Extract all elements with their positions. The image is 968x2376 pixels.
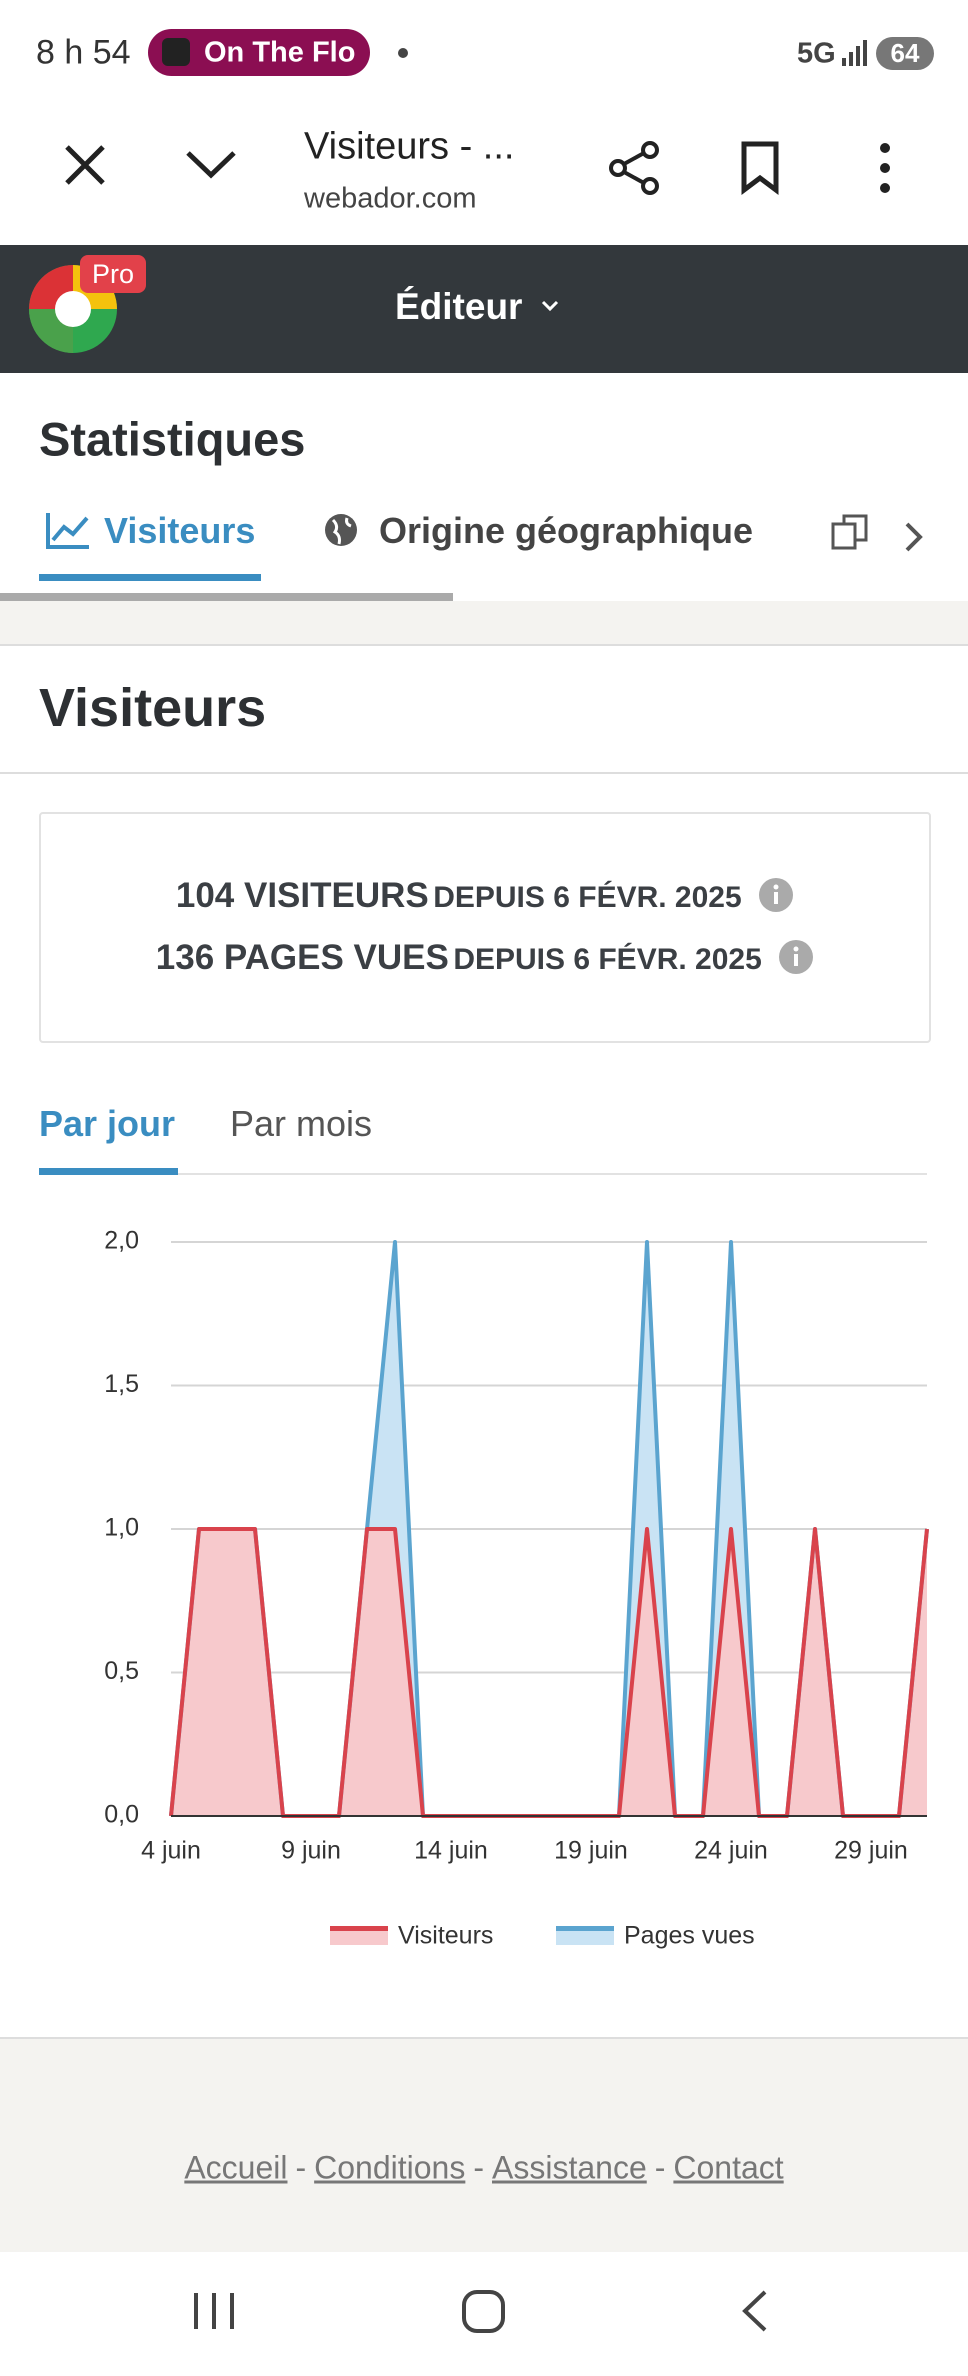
editor-header: Pro Éditeur [0, 245, 968, 373]
footer-separator: - [473, 2149, 484, 2186]
chart: 0,0 0,5 1,0 1,5 2,0 4 juin 9 juin 14 juin 19 jui… [104, 1227, 929, 1950]
globe-icon [325, 514, 357, 546]
menu-button[interactable] [870, 140, 900, 196]
summary-line: 104 VISITEURS DEPUIS 6 FÉVR. 2025 [41, 876, 929, 916]
info-icon[interactable] [758, 877, 794, 913]
summary-since: DEPUIS 6 FÉVR. 2025 [433, 881, 742, 914]
x-tick-label: 29 juin [834, 1837, 908, 1865]
page-title: Visiteurs - ... [304, 125, 515, 168]
footer-link[interactable]: Contact [673, 2149, 784, 2186]
summary-count: 104 VISITEURS [175, 876, 429, 915]
clock: 8 h 54 [36, 33, 131, 72]
period-tab[interactable]: Par jour [39, 1103, 176, 1144]
legend-swatch-line [330, 1926, 388, 1931]
back[interactable] [742, 2290, 767, 2332]
legend-swatch-line [556, 1926, 614, 1931]
media-icon [162, 38, 190, 66]
divider [0, 772, 968, 774]
y-tick-label: 0,5 [104, 1657, 139, 1685]
battery: 64 [876, 37, 934, 70]
signal-icon [842, 40, 867, 66]
footer-links: Accueil - Conditions - Assistance - Contact [0, 2150, 968, 2187]
editor-chevron [541, 300, 559, 312]
editor-menu[interactable]: Éditeur [395, 286, 523, 327]
legend-label: Visiteurs [398, 1922, 493, 1950]
footer-link[interactable]: Accueil [184, 2149, 288, 2186]
footer-link[interactable]: Conditions [314, 2149, 466, 2186]
footer-separator: - [295, 2149, 307, 2186]
legend-label: Pages vues [624, 1922, 755, 1950]
tab[interactable]: Visiteurs [104, 510, 256, 551]
tab-underline [39, 574, 261, 581]
media-pill[interactable]: On The Flo [148, 29, 370, 76]
footer-separator: - [654, 2149, 666, 2186]
y-tick-label: 1,0 [104, 1514, 139, 1542]
y-tick-label: 1,5 [104, 1370, 139, 1398]
legend-swatch [556, 1929, 614, 1945]
stats-title: Statistiques [39, 412, 306, 466]
share-button[interactable] [606, 140, 662, 196]
legend-swatch [330, 1929, 388, 1945]
pages-icon [831, 514, 868, 550]
footer: Accueil - Conditions - Assistance - Contact [0, 2037, 968, 2252]
nav-bar [194, 2290, 767, 2333]
x-tick-label: 14 juin [414, 1837, 488, 1865]
url: webador.com [304, 182, 477, 215]
tab[interactable]: Origine géographique [379, 510, 754, 551]
collapse-button[interactable] [184, 145, 238, 185]
x-tick-label: 9 juin [281, 1837, 341, 1865]
bookmark-button[interactable] [738, 140, 782, 196]
y-tick-label: 2,0 [104, 1227, 139, 1255]
summary-box: 104 VISITEURS DEPUIS 6 FÉVR. 2025 136 PA… [39, 812, 931, 1043]
tabs-next[interactable] [902, 520, 926, 554]
info-icon[interactable] [778, 939, 814, 975]
media-title: On The Flo [204, 36, 356, 69]
home[interactable] [462, 2290, 505, 2333]
x-tick-label: 24 juin [694, 1837, 768, 1865]
period-tabs-line [39, 1173, 927, 1175]
pro-badge: Pro [80, 255, 146, 293]
summary-line: 136 PAGES VUES DEPUIS 6 FÉVR. 2025 [41, 938, 929, 978]
summary-count: 136 PAGES VUES [155, 938, 449, 977]
recent-apps[interactable] [194, 2293, 234, 2329]
section-title: Visiteurs [39, 678, 267, 738]
scrollbar [0, 593, 453, 601]
dot [398, 48, 408, 58]
separator-band [0, 601, 968, 646]
x-tick-label: 4 juin [141, 1837, 201, 1865]
chart-icon [46, 513, 89, 549]
x-tick-label: 19 juin [554, 1837, 628, 1865]
period-underline [39, 1168, 178, 1175]
close-button[interactable] [60, 140, 110, 190]
network: 5G [797, 37, 836, 70]
y-tick-label: 0,0 [104, 1801, 139, 1829]
period-tab[interactable]: Par mois [230, 1103, 373, 1144]
summary-since: DEPUIS 6 FÉVR. 2025 [453, 943, 762, 976]
footer-link[interactable]: Assistance [492, 2149, 647, 2186]
